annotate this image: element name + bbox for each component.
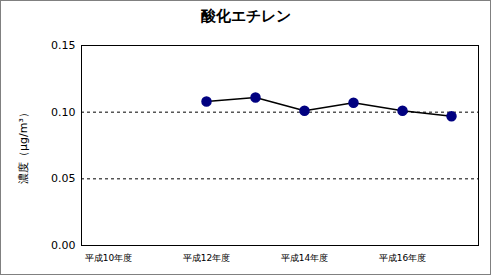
- svg-text:0.00: 0.00: [51, 239, 76, 252]
- svg-text:0.05: 0.05: [51, 172, 76, 185]
- svg-text:0.10: 0.10: [51, 106, 76, 119]
- svg-text:平成12年度: 平成12年度: [183, 253, 230, 263]
- svg-text:平成10年度: 平成10年度: [85, 253, 132, 263]
- html-text:酸化エチレン: 酸化エチレン: [200, 7, 291, 25]
- svg-text:濃度（μg/m³）: 濃度（μg/m³）: [17, 107, 30, 184]
- svg-text:0.15: 0.15: [51, 39, 76, 52]
- svg-text:平成16年度: 平成16年度: [379, 253, 426, 263]
- svg-text:平成14年度: 平成14年度: [281, 253, 328, 263]
